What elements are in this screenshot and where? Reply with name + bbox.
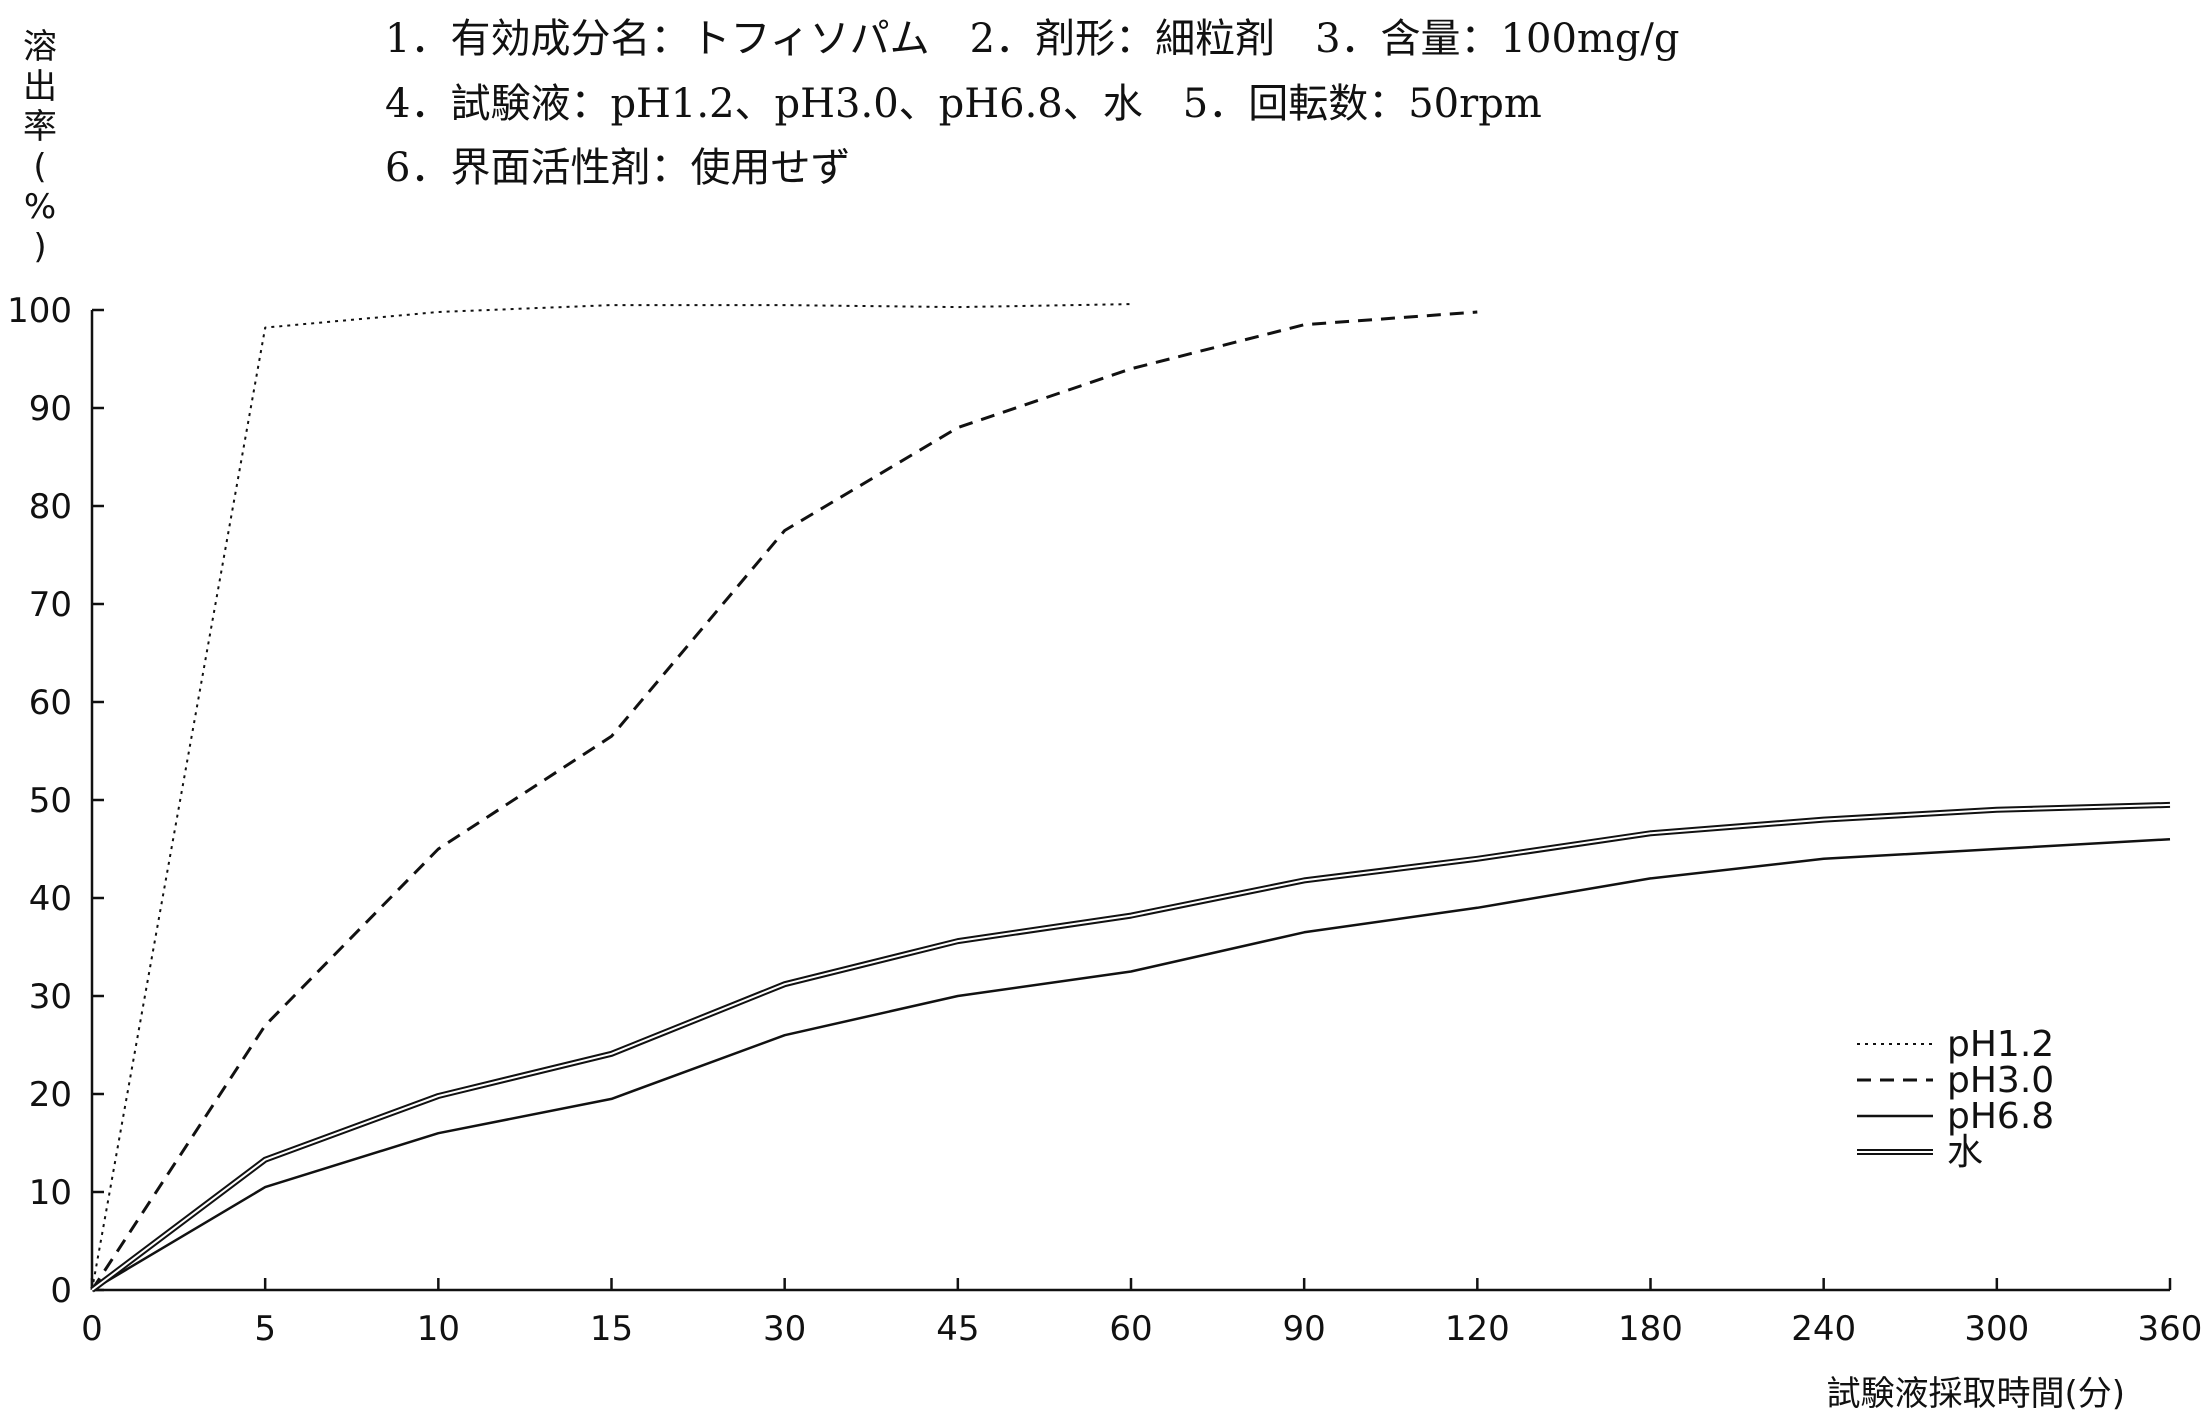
y-tick-label: 30: [29, 977, 72, 1017]
x-tick-label: 0: [81, 1309, 103, 1349]
series-line: [91, 803, 2171, 1291]
series-line: [90, 310, 1478, 1291]
y-tick-label: 50: [29, 781, 72, 821]
header-line-3: 6．界面活性剤：使用せず: [385, 145, 850, 191]
y-tick-label: 90: [29, 389, 72, 429]
x-tick-label: 240: [1791, 1309, 1856, 1349]
y-axis-label-char: ): [33, 227, 46, 267]
y-tick-label: 100: [7, 291, 72, 331]
x-tick-label: 5: [254, 1309, 276, 1349]
x-tick-label: 10: [417, 1309, 460, 1349]
x-axis-label: 試験液採取時間(分): [1826, 1374, 2125, 1414]
y-tick-label: 10: [29, 1173, 72, 1213]
y-tick-labels: 0 10 20 30 40 50 60 70 80 90 100: [7, 291, 72, 1311]
x-tick-label: 300: [1964, 1309, 2029, 1349]
axes: [90, 308, 2172, 1292]
x-tick-label: 120: [1445, 1309, 1510, 1349]
legend-label: pH1.2: [1947, 1024, 2054, 1065]
y-axis-label-char: 率: [23, 107, 57, 147]
header-line-1: 1．有効成分名：トフィソパム 2．剤形：細粒剤 3．含量：100mg/g: [385, 16, 1680, 62]
series-line: [91, 837, 2171, 1292]
series-pH1.2: [91, 303, 1132, 1291]
x-tick-labels: 0 5 10 15 30 45 60 90 120 180 240 300 360: [81, 1309, 2202, 1349]
y-tick-label: 20: [29, 1075, 72, 1115]
series-水: [90, 801, 2171, 1293]
x-tick-label: 90: [1283, 1309, 1326, 1349]
y-axis-label: 溶出率(%): [23, 27, 57, 267]
x-tick-label: 180: [1618, 1309, 1683, 1349]
legend-label: pH3.0: [1947, 1060, 2054, 1101]
y-tick-label: 70: [29, 585, 72, 625]
y-axis-label-char: (: [33, 147, 46, 187]
legend-item: pH1.2: [1857, 1024, 2054, 1065]
y-axis-label-group: 溶出率(%): [23, 27, 57, 267]
y-tick-label: 0: [50, 1271, 72, 1311]
x-tick-label: 30: [763, 1309, 806, 1349]
x-tick-label: 15: [590, 1309, 633, 1349]
series-pH3.0: [90, 310, 1478, 1291]
legend-label: pH6.8: [1947, 1096, 2054, 1137]
legend-item: pH3.0: [1857, 1060, 2054, 1101]
legend-item: 水: [1857, 1132, 1983, 1173]
legend-item: pH6.8: [1857, 1096, 2054, 1137]
x-tick-label: 45: [936, 1309, 979, 1349]
series-line: [91, 303, 1132, 1291]
y-axis-label-char: 溶: [23, 27, 57, 67]
y-tick-label: 40: [29, 879, 72, 919]
y-axis-label-char: 出: [23, 67, 57, 107]
legend-label: 水: [1947, 1132, 1983, 1173]
series-lines: [90, 303, 2171, 1293]
x-tick-label: 60: [1109, 1309, 1152, 1349]
x-tick-label: 360: [2138, 1309, 2203, 1349]
y-axis-label-char: %: [24, 187, 56, 227]
y-tick-label: 60: [29, 683, 72, 723]
header-line-2: 4．試験液：pH1.2、pH3.0、pH6.8、水 5．回転数：50rpm: [385, 81, 1542, 127]
y-tick-label: 80: [29, 487, 72, 527]
series-line: [90, 801, 2171, 1293]
series-pH6.8: [91, 837, 2171, 1292]
